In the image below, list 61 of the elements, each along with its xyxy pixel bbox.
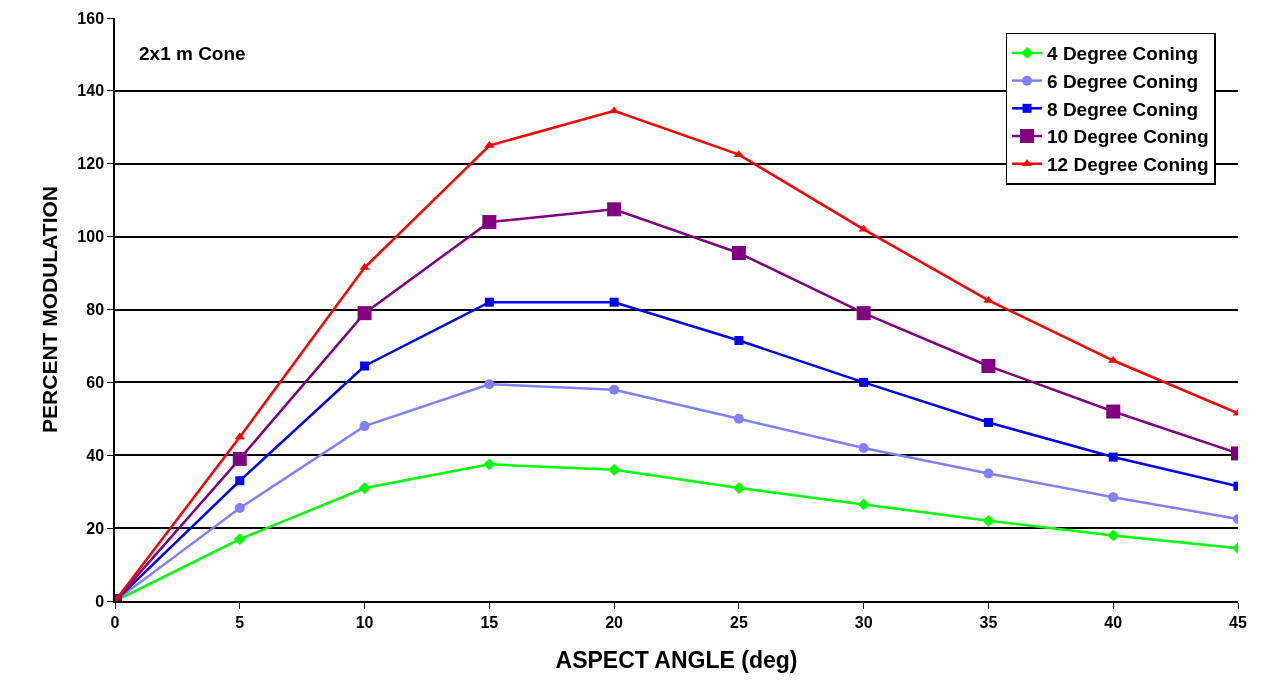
x-tick-label: 45 — [1229, 613, 1247, 631]
point — [233, 533, 246, 545]
point — [609, 297, 619, 307]
x-tick-label: 35 — [979, 613, 998, 631]
x-tick-label: 20 — [605, 613, 624, 631]
legend-label: 4 Degree Coning — [1047, 43, 1199, 65]
point — [858, 224, 869, 232]
point — [1108, 452, 1118, 462]
point — [1106, 404, 1121, 419]
point — [856, 306, 871, 321]
point — [983, 417, 993, 427]
annotation: 2x1 m Cone — [139, 43, 246, 64]
y-tick-label: 120 — [77, 155, 105, 173]
point — [859, 377, 869, 387]
legend-label: 6 Degree Coning — [1047, 71, 1199, 93]
point — [981, 358, 996, 373]
point — [232, 451, 247, 466]
y-tick-label: 160 — [77, 9, 105, 27]
x-tick-label: 40 — [1104, 613, 1123, 631]
point — [857, 498, 870, 511]
point — [357, 306, 372, 321]
point — [484, 297, 494, 307]
y-tick-label: 40 — [86, 446, 105, 464]
point — [358, 482, 371, 494]
point — [484, 379, 495, 390]
point — [234, 432, 245, 440]
x-tick-label: 15 — [480, 613, 499, 631]
point — [982, 514, 995, 527]
y-tick-label: 20 — [86, 519, 105, 537]
y-tick-label: 0 — [95, 592, 105, 610]
point — [483, 458, 496, 471]
x-tick-label: 10 — [355, 613, 374, 631]
point — [734, 335, 744, 345]
point — [234, 503, 245, 514]
y-tick-label: 140 — [77, 82, 105, 100]
point — [983, 295, 994, 303]
point — [609, 384, 620, 395]
point — [858, 442, 869, 453]
point — [1108, 492, 1119, 503]
point — [607, 202, 622, 217]
y-tick-label: 80 — [86, 301, 105, 319]
x-tick-label: 0 — [110, 613, 120, 631]
legend-label: 8 Degree Coning — [1047, 98, 1199, 120]
x-tick-label: 30 — [854, 613, 873, 631]
legend-label: 10 Degree Coning — [1047, 126, 1209, 148]
point — [482, 215, 497, 230]
point — [1107, 529, 1120, 542]
x-axis-title: ASPECT ANGLE (deg) — [555, 647, 798, 674]
y-tick-label: 60 — [86, 373, 105, 391]
point — [731, 246, 746, 261]
point — [360, 361, 370, 371]
point — [235, 476, 245, 486]
point — [733, 413, 744, 424]
point — [359, 421, 370, 432]
x-tick-label: 25 — [729, 613, 748, 631]
point — [608, 463, 620, 476]
y-tick-label: 100 — [77, 228, 105, 246]
x-tick-label: 5 — [235, 613, 245, 631]
y-axis-title: PERCENT MODULATION — [38, 186, 61, 433]
legend-label: 12 Degree Coning — [1047, 154, 1209, 176]
point — [983, 468, 994, 479]
